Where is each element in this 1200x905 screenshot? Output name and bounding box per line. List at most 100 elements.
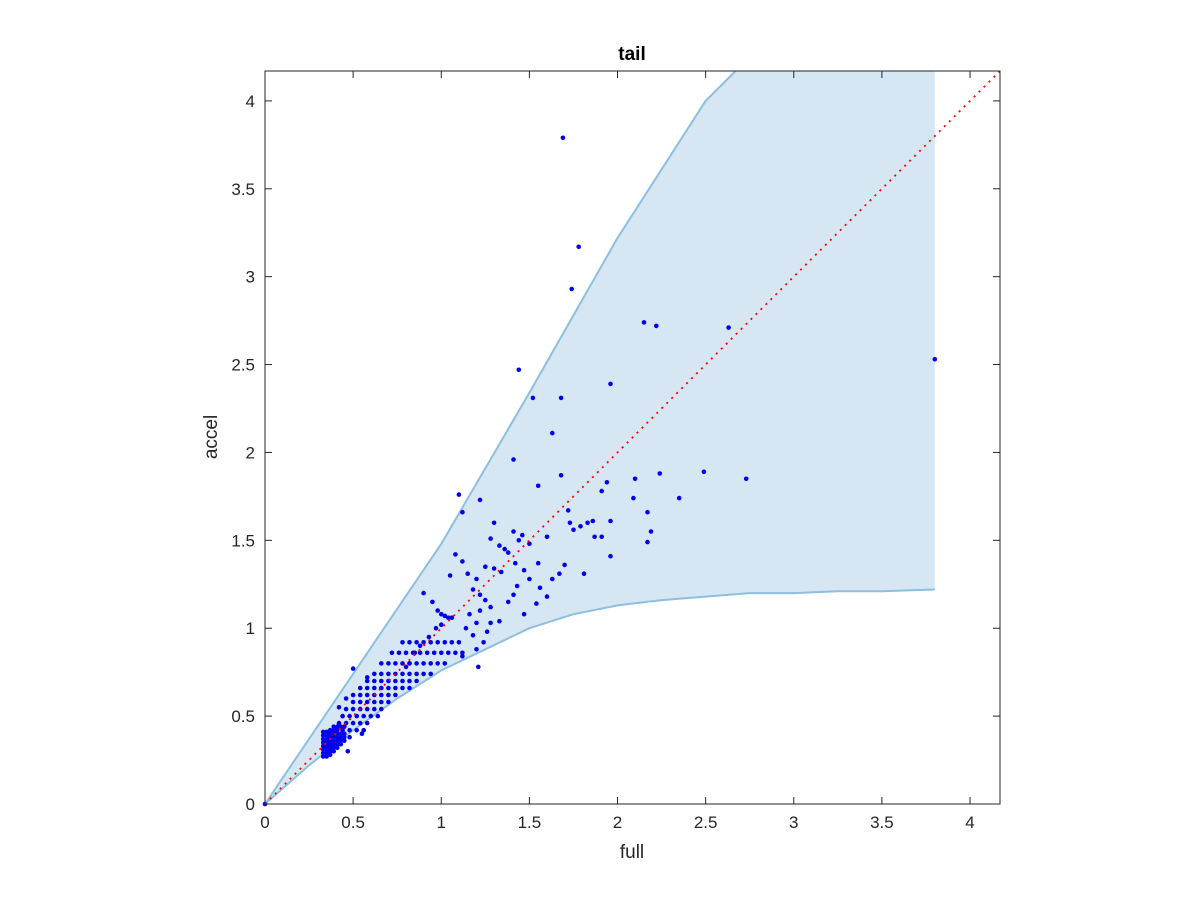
data-point bbox=[435, 608, 441, 613]
data-point bbox=[497, 618, 502, 624]
data-point bbox=[336, 705, 342, 710]
data-point bbox=[379, 692, 384, 698]
data-point bbox=[534, 601, 539, 606]
data-point bbox=[331, 734, 337, 740]
confidence-band bbox=[264, 70, 935, 805]
data-point bbox=[364, 720, 370, 726]
x-tick-label: 0 bbox=[260, 813, 269, 832]
data-point bbox=[477, 497, 483, 503]
data-point bbox=[414, 640, 419, 645]
data-point bbox=[544, 594, 550, 599]
data-point bbox=[320, 747, 326, 752]
data-point bbox=[342, 738, 347, 743]
data-point bbox=[474, 647, 479, 652]
data-point bbox=[648, 529, 654, 534]
data-point bbox=[426, 634, 432, 640]
data-point bbox=[527, 541, 532, 547]
data-point bbox=[327, 741, 333, 747]
data-point bbox=[359, 731, 365, 736]
data-point bbox=[393, 692, 398, 698]
reference-line bbox=[264, 70, 1001, 805]
data-point bbox=[439, 611, 444, 617]
data-point bbox=[379, 678, 384, 684]
data-point bbox=[470, 587, 476, 592]
x-tick-label: 0.5 bbox=[341, 813, 365, 832]
data-point bbox=[324, 736, 330, 742]
data-point bbox=[372, 678, 377, 684]
data-point bbox=[347, 734, 352, 740]
data-point bbox=[342, 734, 347, 740]
x-tick-label: 4 bbox=[965, 813, 974, 832]
y-axis-ticks: 0 0.5 1 1.5 2 2.5 3 3.5 4 bbox=[231, 92, 1000, 814]
y-tick-label: 0 bbox=[246, 795, 255, 814]
data-point bbox=[417, 643, 423, 649]
data-point bbox=[442, 640, 448, 645]
data-point bbox=[335, 731, 340, 736]
data-point bbox=[481, 640, 486, 645]
x-tick-label: 2.5 bbox=[694, 813, 718, 832]
data-point bbox=[375, 713, 381, 719]
x-tick-label: 2 bbox=[613, 813, 622, 832]
data-point bbox=[470, 633, 476, 638]
data-point bbox=[324, 747, 330, 752]
data-point bbox=[320, 733, 326, 738]
data-point bbox=[491, 566, 497, 571]
data-point bbox=[335, 734, 340, 740]
band-upper-edge bbox=[264, 70, 737, 805]
data-point bbox=[357, 699, 363, 705]
y-axis-title: accel bbox=[201, 415, 222, 459]
data-point bbox=[340, 727, 345, 733]
data-point bbox=[407, 678, 412, 684]
data-point bbox=[558, 395, 564, 401]
data-point bbox=[414, 678, 419, 684]
data-point bbox=[558, 473, 564, 478]
data-point bbox=[632, 476, 638, 482]
band-fill bbox=[265, 71, 935, 804]
data-point bbox=[400, 685, 405, 691]
data-point bbox=[324, 754, 330, 759]
y-tick-label: 0.5 bbox=[231, 707, 255, 726]
data-point bbox=[428, 671, 434, 677]
data-point bbox=[565, 508, 571, 513]
data-point bbox=[578, 524, 583, 529]
data-point bbox=[361, 727, 367, 733]
data-point bbox=[456, 640, 462, 645]
data-point bbox=[354, 727, 360, 733]
data-point bbox=[527, 576, 532, 582]
data-point bbox=[364, 699, 370, 705]
data-point bbox=[446, 650, 451, 656]
data-point bbox=[379, 661, 384, 666]
data-point bbox=[488, 536, 493, 541]
data-point bbox=[357, 685, 363, 691]
data-point bbox=[576, 244, 581, 250]
data-point bbox=[364, 685, 370, 691]
data-point bbox=[414, 661, 419, 666]
data-point bbox=[421, 590, 426, 596]
data-point bbox=[379, 699, 384, 705]
data-point bbox=[608, 518, 613, 524]
data-point bbox=[431, 650, 437, 656]
data-point bbox=[338, 731, 344, 736]
data-point bbox=[560, 135, 566, 141]
data-point bbox=[537, 585, 543, 591]
data-point bbox=[407, 685, 412, 691]
y-tick-label: 4 bbox=[246, 92, 255, 111]
x-tick-label: 3.5 bbox=[870, 813, 894, 832]
data-point bbox=[421, 671, 426, 677]
data-point bbox=[424, 650, 430, 656]
data-point bbox=[430, 599, 435, 605]
data-point bbox=[446, 615, 451, 620]
data-point bbox=[453, 650, 458, 656]
data-point bbox=[521, 567, 527, 573]
data-point bbox=[396, 650, 402, 656]
data-point bbox=[585, 520, 590, 526]
data-point bbox=[364, 675, 370, 680]
data-point bbox=[400, 678, 405, 684]
data-point bbox=[335, 745, 340, 751]
data-point bbox=[657, 471, 663, 476]
x-axis-ticks: 0 0.5 1 1.5 2 2.5 3 3.5 4 bbox=[260, 71, 975, 832]
data-point bbox=[550, 430, 555, 436]
reference-line-group bbox=[264, 70, 1001, 805]
data-point bbox=[331, 724, 337, 729]
data-point bbox=[327, 734, 333, 740]
